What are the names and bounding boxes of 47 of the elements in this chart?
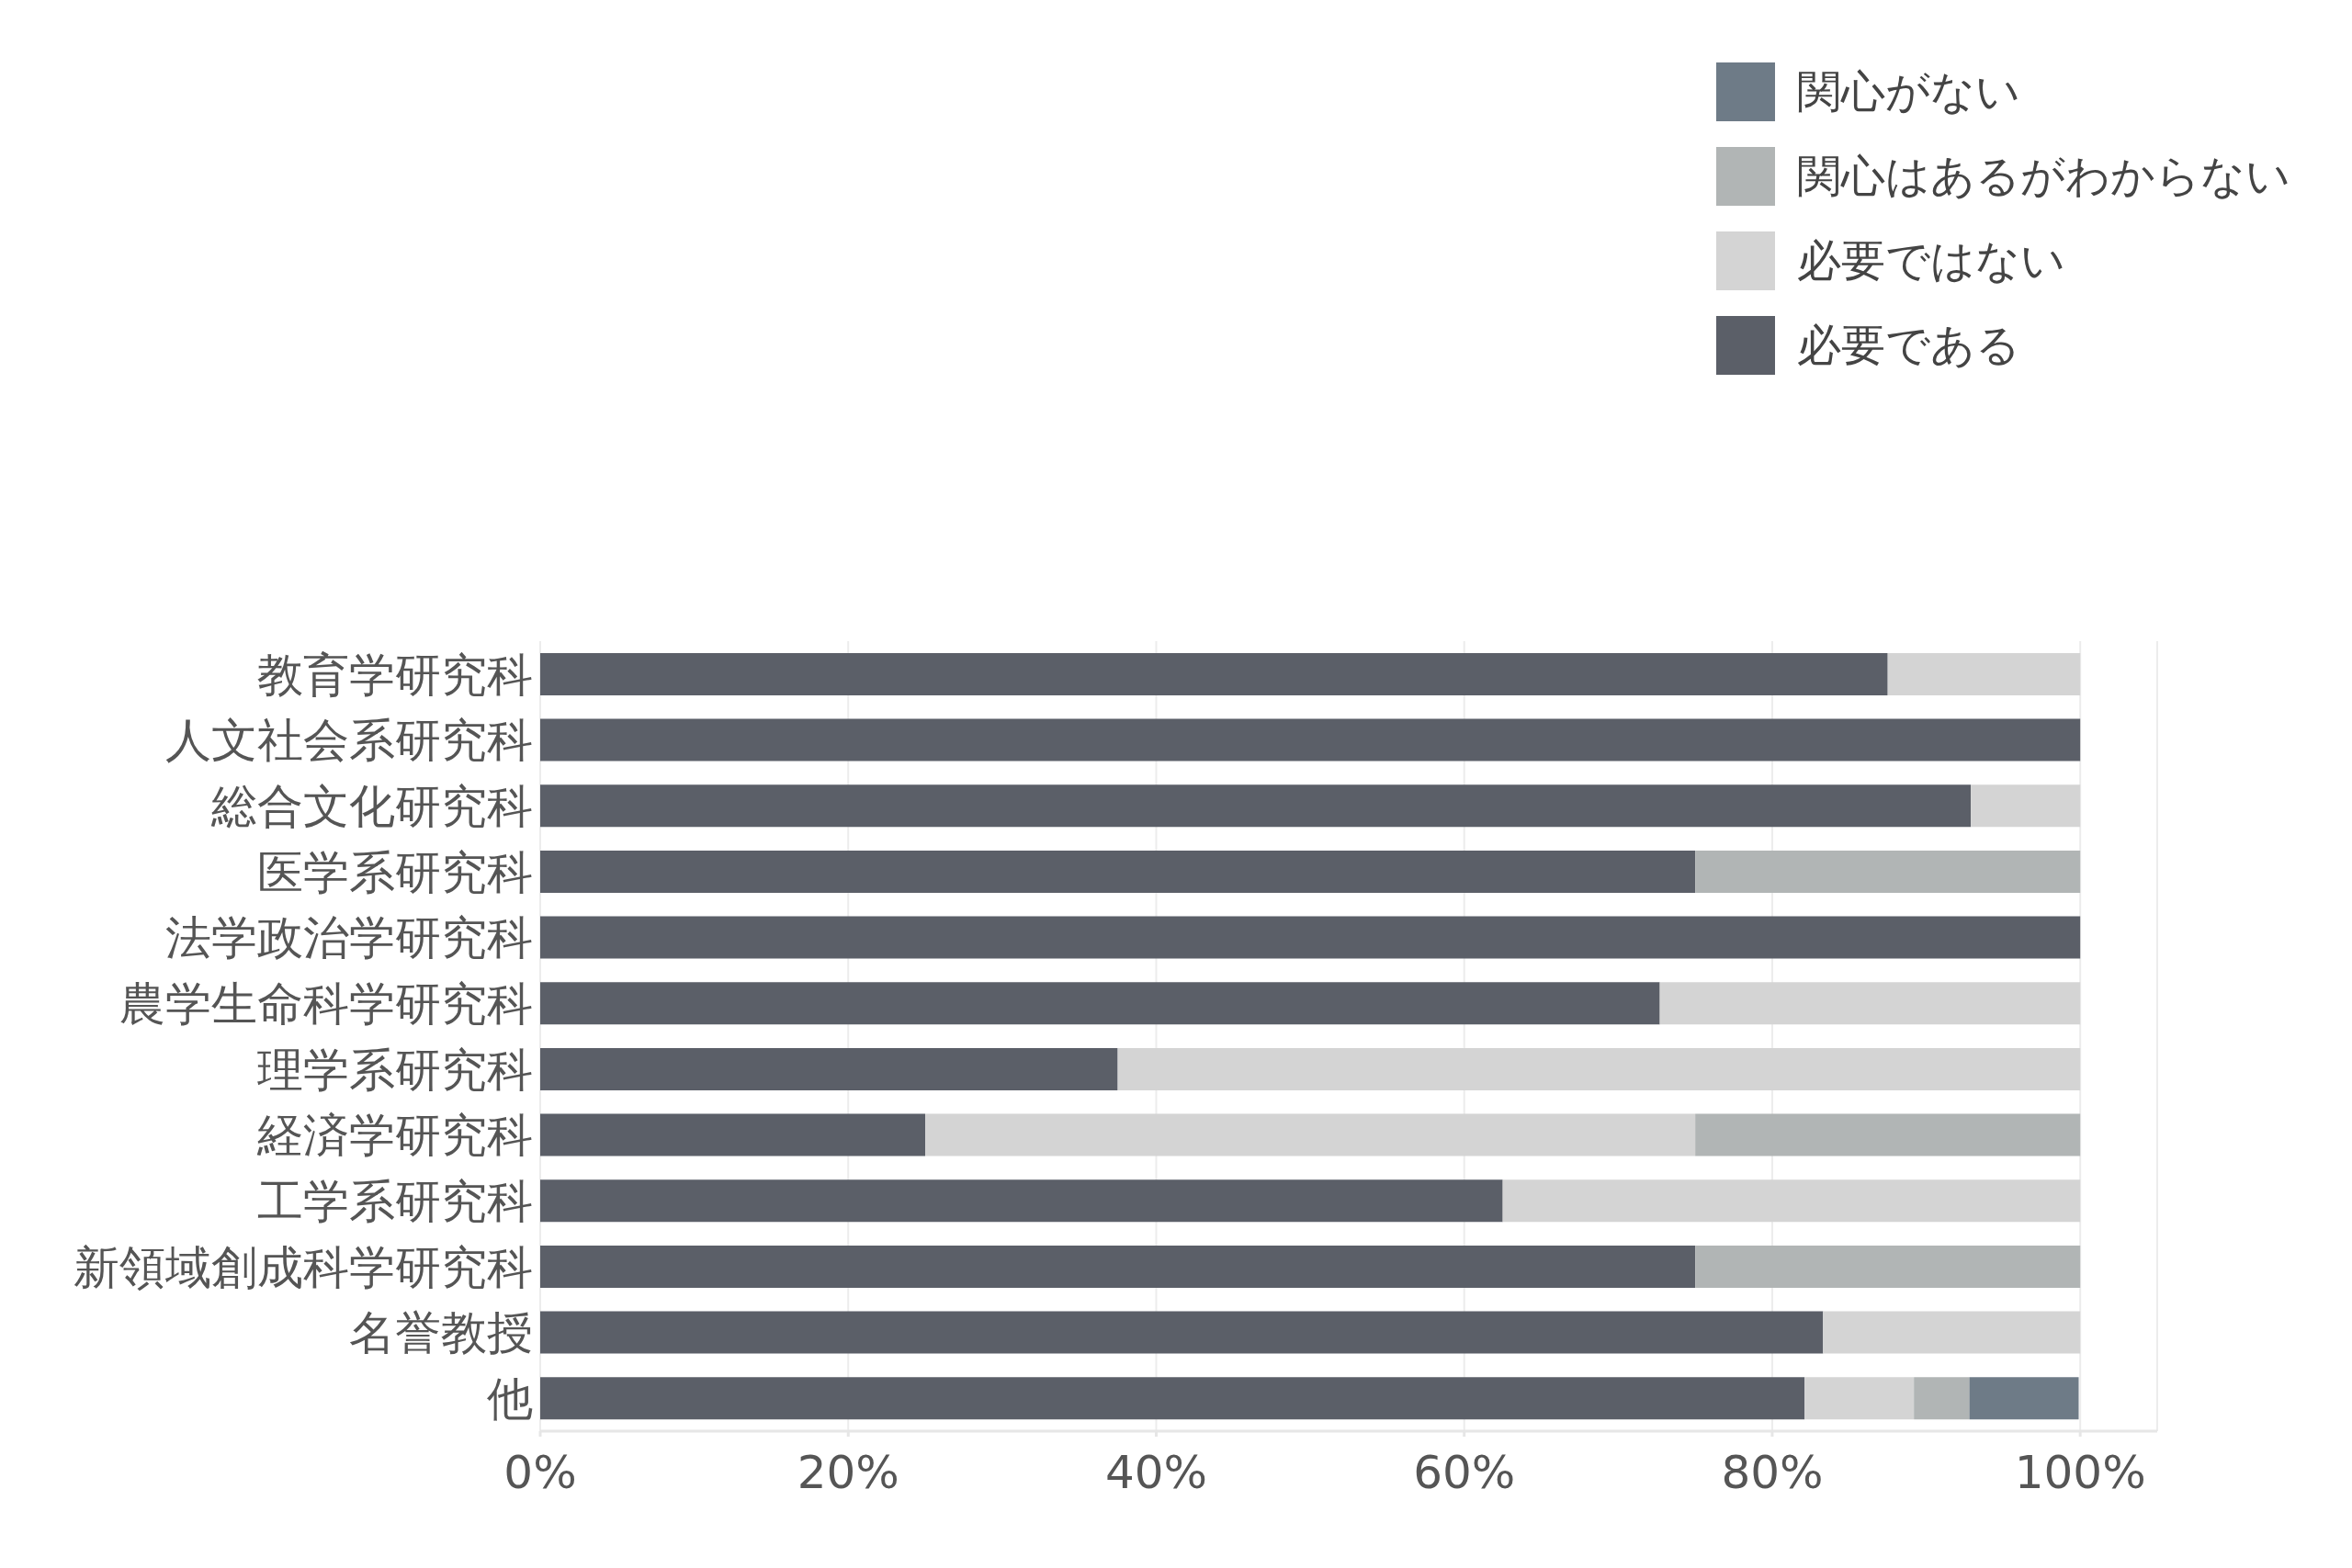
bar xyxy=(540,1311,1824,1354)
bar xyxy=(1502,1179,2081,1223)
bar xyxy=(1969,1377,2079,1420)
y-tick-label: 農学生命科学研究科 xyxy=(119,976,533,1031)
bar xyxy=(540,1245,1696,1288)
bar xyxy=(1695,1113,2081,1156)
bar xyxy=(1804,1377,1915,1420)
bar xyxy=(540,850,1696,893)
y-tick-label: 名誉教授 xyxy=(349,1306,533,1360)
x-tick-label: 20% xyxy=(797,1445,899,1499)
bar xyxy=(540,1047,1118,1090)
bar xyxy=(1695,850,2081,893)
bar xyxy=(540,1377,1805,1420)
legend-label: 必要ではない xyxy=(1797,233,2065,288)
y-tick-label: 総合文化研究科 xyxy=(210,779,533,833)
x-tick-label: 0% xyxy=(503,1445,577,1499)
bar xyxy=(1659,982,2081,1025)
y-tick-label: 他 xyxy=(487,1371,533,1426)
bar xyxy=(1914,1377,1970,1420)
y-tick-label: 人文社会系研究科 xyxy=(165,714,533,768)
y-tick-label: 教育学研究科 xyxy=(257,648,533,702)
y-tick-label: 経済学研究科 xyxy=(256,1109,533,1163)
bar xyxy=(1695,1245,2081,1288)
bar xyxy=(1823,1311,2081,1354)
bar xyxy=(540,916,2081,959)
legend-label: 関心はあるがわからない xyxy=(1797,149,2290,203)
x-tick-label: 40% xyxy=(1104,1445,1208,1499)
bar xyxy=(540,718,2081,761)
bar xyxy=(540,652,1888,695)
y-tick-label: 法学政治学研究科 xyxy=(165,911,533,965)
bar xyxy=(540,784,1972,828)
bar xyxy=(1971,784,2081,828)
y-tick-label: 理学系研究科 xyxy=(257,1043,533,1097)
bar xyxy=(540,982,1660,1025)
y-tick-label: 工学系研究科 xyxy=(257,1174,533,1228)
legend-label: 関心がない xyxy=(1797,64,2020,118)
bar xyxy=(540,1113,926,1156)
bar xyxy=(540,1179,1503,1223)
bar xyxy=(1887,652,2081,695)
y-tick-label: 新領域創成科学研究科 xyxy=(74,1240,533,1294)
bar xyxy=(1117,1047,2081,1090)
x-tick-label: 100% xyxy=(2014,1445,2146,1499)
x-tick-label: 60% xyxy=(1413,1445,1516,1499)
y-tick-label: 医学系研究科 xyxy=(257,845,533,899)
x-tick-label: 80% xyxy=(1721,1445,1824,1499)
legend-label: 必要である xyxy=(1797,318,2020,372)
bar xyxy=(925,1113,1696,1156)
